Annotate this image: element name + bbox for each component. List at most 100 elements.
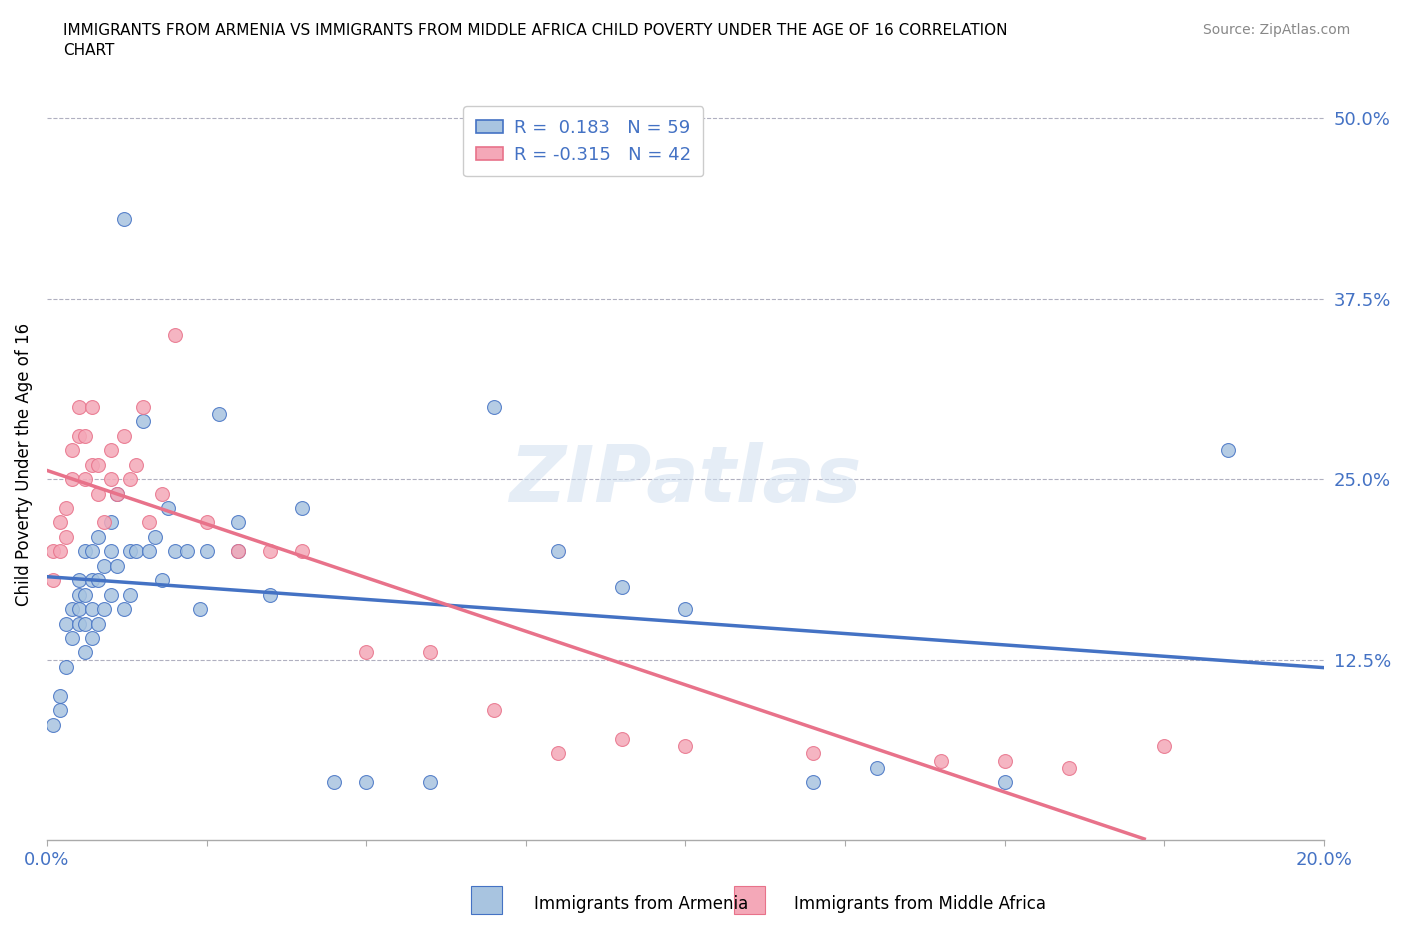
Point <box>55 500 77 515</box>
Point <box>118 587 141 602</box>
Point <box>1153 738 1175 753</box>
Point <box>994 775 1017 790</box>
Point <box>100 544 122 559</box>
Text: Immigrants from Middle Africa: Immigrants from Middle Africa <box>794 895 1046 913</box>
Point <box>610 732 633 747</box>
Point <box>105 486 128 501</box>
Point <box>100 472 122 486</box>
Point <box>145 529 167 544</box>
Point <box>62 472 84 486</box>
Point <box>208 406 231 421</box>
Point <box>75 587 97 602</box>
Text: Source: ZipAtlas.com: Source: ZipAtlas.com <box>1202 23 1350 37</box>
Point <box>801 775 824 790</box>
Text: IMMIGRANTS FROM ARMENIA VS IMMIGRANTS FROM MIDDLE AFRICA CHILD POVERTY UNDER THE: IMMIGRANTS FROM ARMENIA VS IMMIGRANTS FR… <box>63 23 1008 58</box>
Y-axis label: Child Poverty Under the Age of 16: Child Poverty Under the Age of 16 <box>15 324 32 606</box>
Point <box>100 515 122 530</box>
Point <box>125 458 148 472</box>
Point <box>482 400 505 415</box>
Point <box>100 587 122 602</box>
Point <box>75 472 97 486</box>
Point <box>228 544 250 559</box>
Point <box>75 645 97 660</box>
Point <box>87 458 110 472</box>
Point <box>547 746 569 761</box>
Point <box>87 529 110 544</box>
Point <box>354 645 377 660</box>
Point <box>163 327 186 342</box>
Point <box>157 500 180 515</box>
Point <box>100 443 122 458</box>
Point <box>105 558 128 573</box>
Point <box>1057 761 1080 776</box>
Point <box>929 753 952 768</box>
Point <box>131 400 153 415</box>
Point <box>994 753 1017 768</box>
Point <box>48 544 70 559</box>
Point <box>482 703 505 718</box>
Point <box>67 602 90 617</box>
Point <box>67 616 90 631</box>
Point <box>176 544 198 559</box>
Point <box>87 616 110 631</box>
Point <box>1216 443 1239 458</box>
Point <box>138 544 160 559</box>
Point <box>80 544 103 559</box>
Point <box>42 544 65 559</box>
Point <box>323 775 346 790</box>
Point <box>93 602 115 617</box>
Legend: R =  0.183   N = 59, R = -0.315   N = 42: R = 0.183 N = 59, R = -0.315 N = 42 <box>463 106 703 177</box>
Point <box>67 573 90 588</box>
Point <box>188 602 211 617</box>
Point <box>228 544 250 559</box>
Point <box>118 544 141 559</box>
Point <box>62 443 84 458</box>
Point <box>80 631 103 645</box>
Point <box>62 602 84 617</box>
Point <box>62 631 84 645</box>
Point <box>118 472 141 486</box>
Point <box>195 515 218 530</box>
Point <box>87 573 110 588</box>
Point <box>131 414 153 429</box>
Point <box>419 645 441 660</box>
Point <box>55 529 77 544</box>
Point <box>75 429 97 444</box>
Point <box>55 659 77 674</box>
Point <box>67 429 90 444</box>
Point <box>354 775 377 790</box>
Point <box>228 515 250 530</box>
Point <box>673 602 696 617</box>
Point <box>55 616 77 631</box>
Point <box>866 761 889 776</box>
Point <box>291 544 314 559</box>
Point <box>150 486 173 501</box>
Point <box>105 486 128 501</box>
Point <box>112 429 135 444</box>
Point <box>259 544 281 559</box>
Point <box>42 573 65 588</box>
Point <box>80 573 103 588</box>
Point <box>93 558 115 573</box>
Point <box>67 587 90 602</box>
Point <box>75 616 97 631</box>
Point <box>259 587 281 602</box>
Point <box>112 602 135 617</box>
Point <box>42 717 65 732</box>
Point <box>87 486 110 501</box>
Point <box>80 602 103 617</box>
Point <box>67 400 90 415</box>
Point <box>195 544 218 559</box>
Point <box>673 738 696 753</box>
Point <box>112 212 135 227</box>
Point <box>125 544 148 559</box>
Point <box>610 580 633 595</box>
Point <box>48 688 70 703</box>
Point <box>80 400 103 415</box>
Point <box>291 500 314 515</box>
Point <box>150 573 173 588</box>
Point <box>75 544 97 559</box>
Point <box>48 703 70 718</box>
Text: Immigrants from Armenia: Immigrants from Armenia <box>534 895 748 913</box>
Point <box>80 458 103 472</box>
